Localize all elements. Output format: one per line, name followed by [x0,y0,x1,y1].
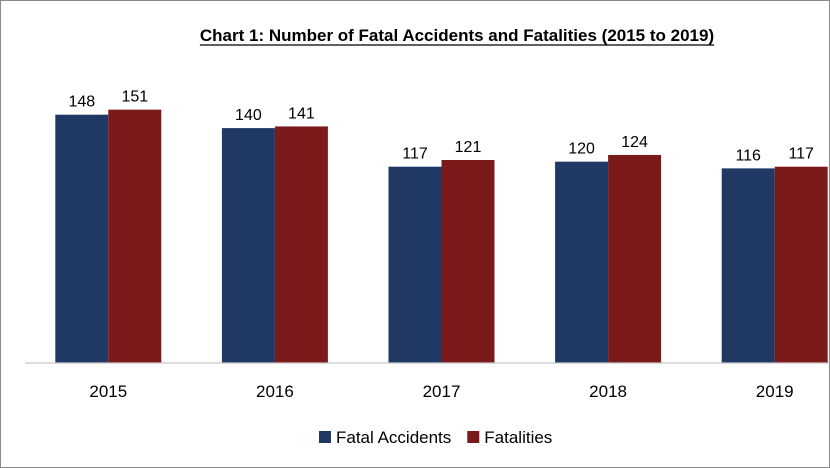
data-label-fatalities-2018: 124 [621,134,648,151]
data-label-fatalities-2019: 117 [788,146,814,163]
x-tick-label-2017: 2017 [423,382,461,401]
bars-layer: 148 151 140 141 117 121 120 124 116 117 [55,89,828,364]
data-label-fatalities-2016: 141 [288,105,315,122]
data-label-fatalities-2015: 151 [121,89,148,106]
bar-fatalities-2015 [108,109,162,364]
data-label-fatal-accidents-2018: 120 [568,141,595,158]
bar-fatal-accidents-2019 [721,168,775,363]
data-label-fatal-accidents-2015: 148 [68,94,95,111]
x-tick-label-2018: 2018 [589,382,627,401]
data-label-fatal-accidents-2016: 140 [235,107,262,124]
bar-fatalities-2019 [774,166,828,363]
x-tick-label-2019: 2019 [756,382,794,401]
bar-fatal-accidents-2018 [555,161,609,363]
legend: Fatal Accidents Fatalities [319,428,552,447]
bar-fatal-accidents-2015 [55,114,109,363]
bar-fatalities-2018 [608,154,662,363]
legend-swatch-fatal-accidents [319,431,331,443]
chart-title: Chart 1: Number of Fatal Accidents and F… [200,26,714,45]
data-label-fatal-accidents-2017: 117 [402,146,428,163]
x-tick-label-2015: 2015 [89,382,127,401]
legend-label-fatal-accidents: Fatal Accidents [336,428,451,447]
bar-fatal-accidents-2017 [388,166,442,363]
x-axis-ticks: 2015 2016 2017 2018 2019 [89,382,793,401]
x-tick-label-2016: 2016 [256,382,294,401]
data-label-fatal-accidents-2019: 116 [735,147,761,164]
bar-fatal-accidents-2016 [221,128,275,363]
bar-fatalities-2017 [441,159,495,363]
legend-swatch-fatalities [467,431,480,443]
legend-label-fatalities: Fatalities [484,428,552,447]
data-label-fatalities-2017: 121 [455,139,482,156]
bar-fatalities-2016 [274,126,328,363]
